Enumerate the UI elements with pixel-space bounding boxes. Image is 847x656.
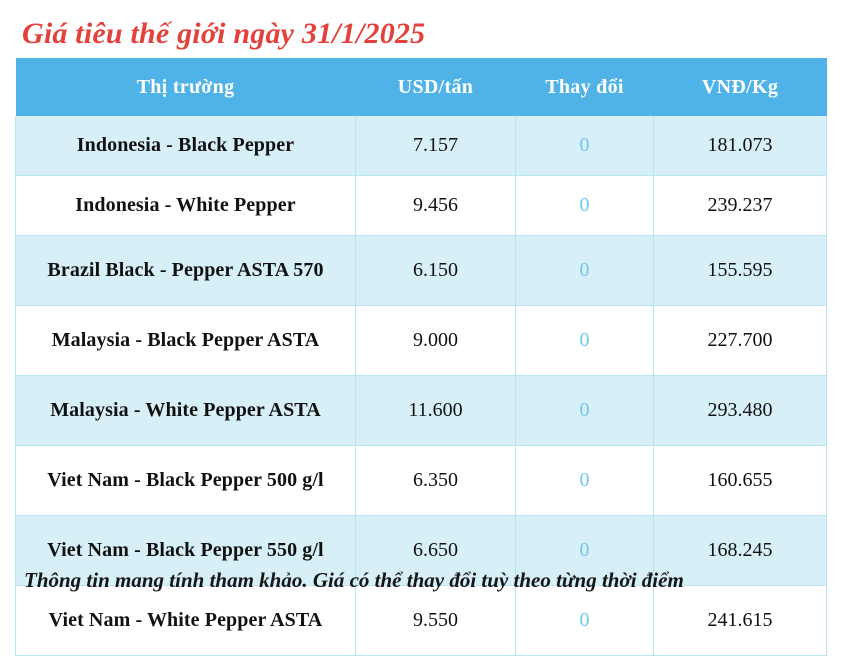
cell-market: Indonesia - White Pepper xyxy=(15,175,356,236)
cell-market: Viet Nam - Black Pepper 550 g/l xyxy=(15,515,356,586)
cell-usd: 6.350 xyxy=(355,445,516,516)
cell-market: Indonesia - Black Pepper xyxy=(15,116,356,176)
cell-usd: 7.157 xyxy=(355,116,516,176)
cell-market: Malaysia - Black Pepper ASTA xyxy=(15,305,356,376)
column-header-vnd: VNĐ/Kg xyxy=(653,58,827,116)
column-header-change: Thay đổi xyxy=(515,58,654,116)
pepper-price-page: Giá tiêu thế giới ngày 31/1/2025 Thị trư… xyxy=(15,17,827,656)
table-row: Indonesia - White Pepper 9.456 0 239.237 xyxy=(15,175,827,236)
page-title: Giá tiêu thế giới ngày 31/1/2025 xyxy=(22,17,426,50)
disclaimer-note: Thông tin mang tính tham khảo. Giá có th… xyxy=(24,568,684,592)
cell-usd: 9.456 xyxy=(355,175,516,236)
cell-vnd: 239.237 xyxy=(653,175,827,236)
world-pepper-price-table: Thị trường USD/tấn Thay đổi VNĐ/Kg Indon… xyxy=(15,58,827,656)
table-row: Malaysia - White Pepper ASTA 11.600 0 29… xyxy=(15,375,827,446)
cell-usd: 9.000 xyxy=(355,305,516,376)
cell-vnd: 160.655 xyxy=(653,445,827,516)
cell-vnd: 181.073 xyxy=(653,116,827,176)
column-header-market: Thị trường xyxy=(15,58,356,116)
cell-change: 0 xyxy=(515,445,654,516)
table-body: Indonesia - Black Pepper 7.157 0 181.073… xyxy=(15,116,827,656)
price-table-container: Thị trường USD/tấn Thay đổi VNĐ/Kg Indon… xyxy=(15,58,827,656)
cell-market: Malaysia - White Pepper ASTA xyxy=(15,375,356,446)
table-row: Brazil Black - Pepper ASTA 570 6.150 0 1… xyxy=(15,235,827,306)
column-header-usd: USD/tấn xyxy=(355,58,516,116)
table-row: Viet Nam - White Pepper ASTA 9.550 0 241… xyxy=(15,585,827,656)
cell-change: 0 xyxy=(515,515,654,586)
cell-vnd: 293.480 xyxy=(653,375,827,446)
cell-market: Viet Nam - White Pepper ASTA xyxy=(15,585,356,656)
cell-vnd: 168.245 xyxy=(653,515,827,586)
cell-market: Viet Nam - Black Pepper 500 g/l xyxy=(15,445,356,516)
cell-vnd: 227.700 xyxy=(653,305,827,376)
cell-usd: 9.550 xyxy=(355,585,516,656)
cell-vnd: 155.595 xyxy=(653,235,827,306)
table-row: Viet Nam - Black Pepper 550 g/l 6.650 0 … xyxy=(15,515,827,586)
cell-vnd: 241.615 xyxy=(653,585,827,656)
cell-change: 0 xyxy=(515,585,654,656)
table-header: Thị trường USD/tấn Thay đổi VNĐ/Kg xyxy=(15,58,827,116)
cell-usd: 6.650 xyxy=(355,515,516,586)
table-row: Malaysia - Black Pepper ASTA 9.000 0 227… xyxy=(15,305,827,376)
cell-change: 0 xyxy=(515,116,654,176)
cell-change: 0 xyxy=(515,235,654,306)
cell-change: 0 xyxy=(515,175,654,236)
header-row: Thị trường USD/tấn Thay đổi VNĐ/Kg xyxy=(15,58,827,116)
table-row: Indonesia - Black Pepper 7.157 0 181.073 xyxy=(15,116,827,176)
cell-usd: 6.150 xyxy=(355,235,516,306)
cell-market: Brazil Black - Pepper ASTA 570 xyxy=(15,235,356,306)
cell-change: 0 xyxy=(515,305,654,376)
cell-change: 0 xyxy=(515,375,654,446)
cell-usd: 11.600 xyxy=(355,375,516,446)
table-row: Viet Nam - Black Pepper 500 g/l 6.350 0 … xyxy=(15,445,827,516)
